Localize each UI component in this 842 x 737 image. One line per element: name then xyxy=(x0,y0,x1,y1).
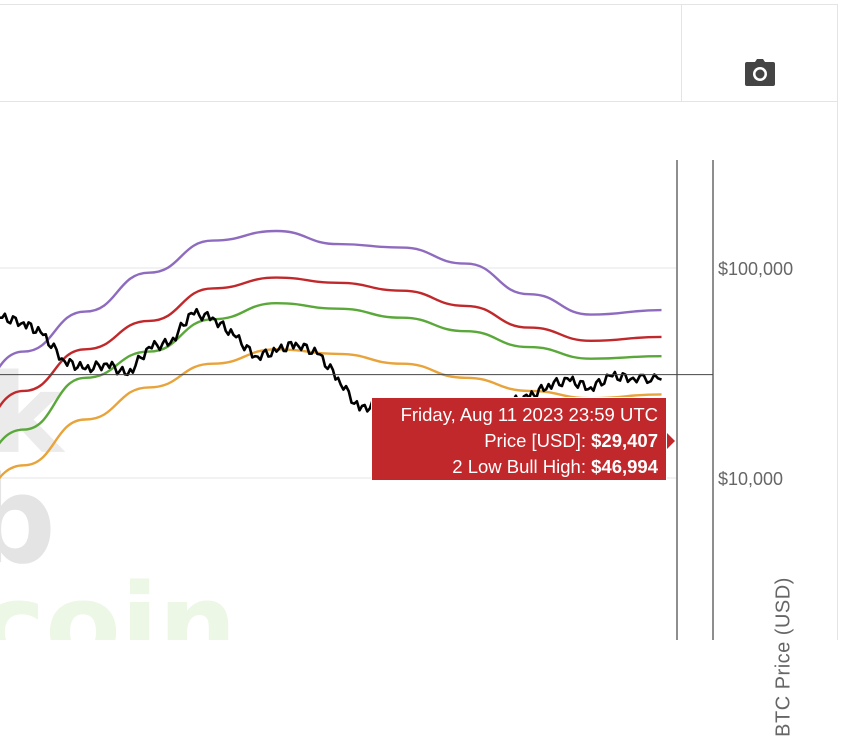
chart-svg[interactable]: k b coin $100,000 $10,000 xyxy=(0,102,838,640)
chart-area[interactable]: k b coin $100,000 $10,000 Friday, Aug 11 … xyxy=(0,102,838,737)
tooltip-price-row: Price [USD]: $29,407 xyxy=(372,428,658,454)
series-line-0[interactable] xyxy=(0,229,662,406)
tooltip-price-value: $29,407 xyxy=(591,430,658,451)
tooltip-series-label: 2 Low Bull High: xyxy=(452,456,592,477)
hover-tooltip: Friday, Aug 11 2023 23:59 UTC Price [USD… xyxy=(371,397,675,481)
y-axis-title: BTC Price (USD) xyxy=(772,577,795,737)
axes: $100,000 $10,000 xyxy=(0,160,793,640)
watermark-logo: k b coin xyxy=(0,350,237,640)
tooltip-price-label: Price [USD]: xyxy=(484,430,592,451)
series-line-2[interactable] xyxy=(0,302,662,478)
toolbar-divider xyxy=(681,5,682,101)
svg-text:coin: coin xyxy=(0,560,237,640)
tooltip-series-row: 2 Low Bull High: $46,994 xyxy=(372,454,658,480)
tooltip-series-value: $46,994 xyxy=(591,456,658,477)
download-plot-button[interactable] xyxy=(742,57,778,89)
svg-text:b: b xyxy=(0,452,56,591)
y-tick-label-1: $10,000 xyxy=(718,469,783,489)
series-line-3[interactable] xyxy=(0,348,662,510)
tooltip-date: Friday, Aug 11 2023 23:59 UTC xyxy=(400,404,658,425)
series-layer xyxy=(0,229,662,510)
y-tick-label-0: $100,000 xyxy=(718,259,793,279)
series-line-4[interactable] xyxy=(0,307,662,439)
camera-icon xyxy=(745,59,775,86)
chart-toolbar xyxy=(0,4,838,102)
